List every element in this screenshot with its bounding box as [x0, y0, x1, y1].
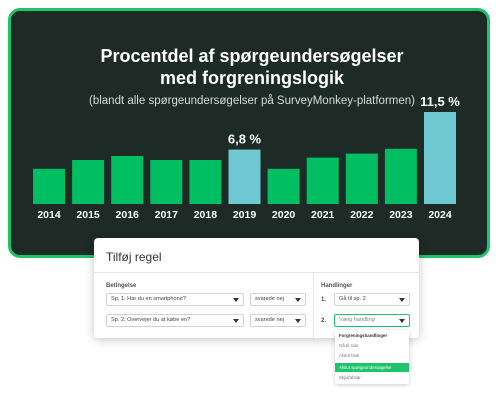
condition-answer-value-1: svarede nej [255, 296, 284, 302]
dropdown-option-hide-show[interactable]: Skjul/afslør [339, 375, 361, 380]
dropdown-header: Forgreningshandlinger [339, 333, 388, 338]
bar-2023 [384, 148, 417, 204]
bar-2020 [267, 168, 300, 204]
chart-subtitle: (blandt alle spørgeundersøgelser på Surv… [89, 95, 415, 107]
dropdown-option-end-survey[interactable]: Afslut spørgeundersøgelse [335, 363, 409, 372]
dropdown-option-end-survey-label: Afslut spørgeundersøgelse [339, 365, 392, 370]
chevron-down-icon [295, 319, 301, 323]
column-divider [313, 272, 314, 338]
actions-label: Handlinger [321, 283, 353, 289]
chart-title: Procentdel af spørgeundersøgelser med fo… [11, 45, 493, 89]
chevron-down-icon [233, 319, 239, 323]
action-select-1[interactable]: Gå til sp. 2 [334, 293, 410, 306]
x-tick-label-2015: 2015 [76, 209, 100, 221]
condition-question-select-1[interactable]: Sp. 1. Har du en smartphone? [106, 293, 244, 306]
chevron-down-icon [399, 298, 405, 302]
x-tick-label-2021: 2021 [311, 209, 335, 221]
condition-question-value-2: Sp. 2. Overvejer du at købe en? [111, 317, 191, 323]
panel-title: Tilføj regel [106, 250, 162, 264]
condition-question-select-2[interactable]: Sp. 2. Overvejer du at købe en? [106, 314, 244, 327]
x-tick-label-2020: 2020 [272, 209, 296, 221]
chevron-down-icon [295, 298, 301, 302]
x-tick-label-2023: 2023 [389, 209, 413, 221]
panel-divider [94, 272, 419, 273]
condition-answer-value-2: svarede nej [255, 317, 284, 323]
chart-card: Procentdel af spørgeundersøgelser med fo… [8, 8, 490, 258]
x-tick-label-2014: 2014 [37, 209, 61, 221]
chart-title-line2: med forgreningslogik [159, 68, 345, 88]
data-label-2024: 11,5 % [420, 94, 460, 109]
action-select-2[interactable]: Vælg handling [334, 314, 410, 327]
bar-2017 [150, 160, 183, 204]
conditions-label: Betingelse [106, 283, 137, 289]
bar-2021 [306, 157, 339, 204]
x-tick-label-2024: 2024 [428, 209, 452, 221]
bar-2019 [228, 149, 261, 204]
chevron-down-icon [233, 298, 239, 302]
chart-title-line1: Procentdel af spørgeundersøgelser [100, 46, 404, 66]
bar-2022 [345, 153, 378, 204]
add-rule-panel: Tilføj regel Betingelse Handlinger Sp. 1… [94, 238, 419, 338]
dropdown-option-end-block[interactable]: Afslut blok [339, 353, 360, 358]
action-value-1: Gå til sp. 2 [339, 296, 366, 302]
condition-answer-select-1[interactable]: svarede nej [250, 293, 306, 306]
chevron-down-icon [399, 319, 405, 323]
data-label-2019: 6,8 % [228, 132, 262, 147]
condition-answer-select-2[interactable]: svarede nej [250, 314, 306, 327]
action-placeholder-2: Vælg handling [339, 317, 375, 323]
condition-question-value-1: Sp. 1. Har du en smartphone? [111, 296, 186, 302]
action-number-1: 1. [321, 297, 327, 303]
x-tick-label-2017: 2017 [155, 209, 179, 221]
bar-2024 [424, 112, 456, 204]
dropdown-option-go-to-page[interactable]: Gå til side [339, 343, 359, 348]
bar-2018 [189, 160, 222, 204]
x-tick-label-2018: 2018 [194, 209, 218, 221]
bar-2015 [72, 160, 105, 204]
bar-2014 [33, 168, 65, 204]
action-number-2: 2. [321, 318, 327, 324]
bar-2016 [111, 156, 144, 204]
x-tick-label-2022: 2022 [350, 209, 374, 221]
bar-chart: 2014 2015 2016 2017 2018 2019 6,8 % 2020 2021 202… [33, 94, 460, 221]
x-tick-label-2016: 2016 [116, 209, 140, 221]
branching-actions-dropdown: Forgreningshandlinger Gå til side Afslut… [335, 330, 409, 384]
x-tick-label-2019: 2019 [233, 209, 257, 221]
